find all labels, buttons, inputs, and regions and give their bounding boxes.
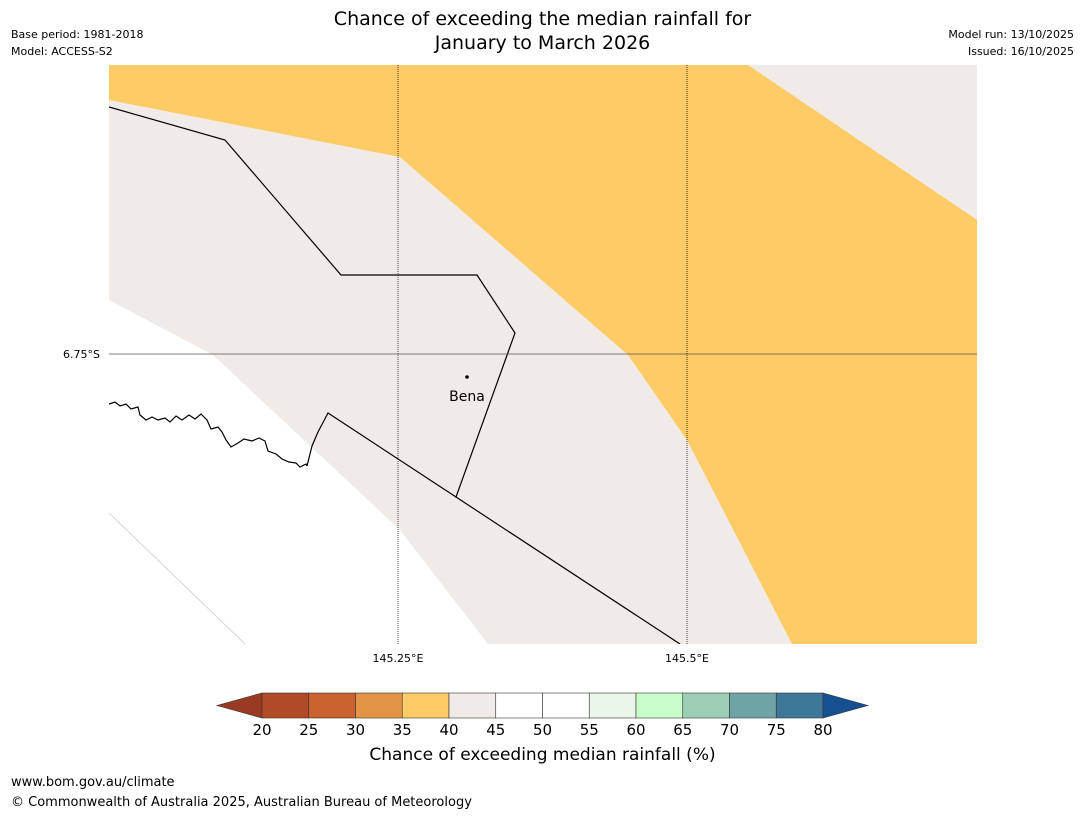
footer-url[interactable]: www.bom.gov.au/climate	[11, 775, 175, 790]
colorbar-segment	[729, 692, 777, 719]
colorbar-arrow-low	[215, 692, 263, 719]
district-boundary	[306, 412, 457, 498]
lon-label-145-5: 145.5°E	[665, 652, 709, 665]
colorbar-tick-label: 50	[533, 721, 552, 739]
lon-label-145-25: 145.25°E	[373, 652, 424, 665]
bena-label: Bena	[449, 389, 485, 405]
meta-right: Model run: 13/10/2025 Issued: 16/10/2025	[948, 26, 1074, 60]
colorbar	[215, 692, 870, 719]
colorbar-segment	[682, 692, 730, 719]
footer-copyright: © Commonwealth of Australia 2025, Austra…	[11, 795, 472, 810]
contour-line	[109, 512, 246, 644]
colorbar-tick-label: 70	[720, 721, 739, 739]
colorbar-tick-label: 75	[767, 721, 786, 739]
colorbar-segment	[401, 692, 450, 719]
colorbar-segment	[635, 692, 684, 719]
base-period: Base period: 1981-2018	[11, 28, 144, 41]
colorbar-tick-label: 25	[299, 721, 318, 739]
title-line-2: January to March 2026	[434, 32, 651, 54]
colorbar-ticks: 20 25 30 35 40 45 50 55 60 65 70 75 80	[252, 721, 832, 739]
colorbar-tick-label: 40	[439, 721, 458, 739]
colorbar-segment	[448, 692, 497, 719]
meta-left: Base period: 1981-2018 Model: ACCESS-S2	[11, 26, 143, 60]
colorbar-tick-label: 30	[346, 721, 365, 739]
colorbar-segment	[542, 692, 590, 719]
colorbar-arrow-high	[822, 692, 870, 719]
colorbar-tick-label: 60	[626, 721, 645, 739]
band-30-35	[109, 65, 977, 644]
colorbar-segment	[355, 692, 403, 719]
colorbar-tick-label: 65	[673, 721, 692, 739]
colorbar-label: Chance of exceeding median rainfall (%)	[369, 745, 716, 765]
colorbar-segment	[261, 692, 310, 719]
colorbar-tick-label: 80	[813, 721, 832, 739]
title-line-1: Chance of exceeding the median rainfall …	[333, 8, 752, 30]
lat-label-6-75: 6.75°S	[63, 348, 100, 361]
colorbar-segment	[308, 692, 356, 719]
colorbar-segment	[588, 692, 637, 719]
coastline	[109, 401, 308, 468]
colorbar-segment	[775, 692, 824, 719]
colorbar-tick-label: 45	[486, 721, 505, 739]
issued-date: Issued: 16/10/2025	[967, 45, 1074, 58]
colorbar-tick-label: 55	[580, 721, 599, 739]
model-run: Model run: 13/10/2025	[948, 28, 1074, 41]
model-name: Model: ACCESS-S2	[11, 45, 113, 58]
map-title: Chance of exceeding the median rainfall …	[0, 7, 1085, 55]
colorbar-segment	[495, 692, 543, 719]
colorbar-tick-label: 20	[252, 721, 271, 739]
map-area	[109, 65, 977, 644]
colorbar-tick-label: 35	[393, 721, 412, 739]
bena-marker	[465, 375, 469, 379]
